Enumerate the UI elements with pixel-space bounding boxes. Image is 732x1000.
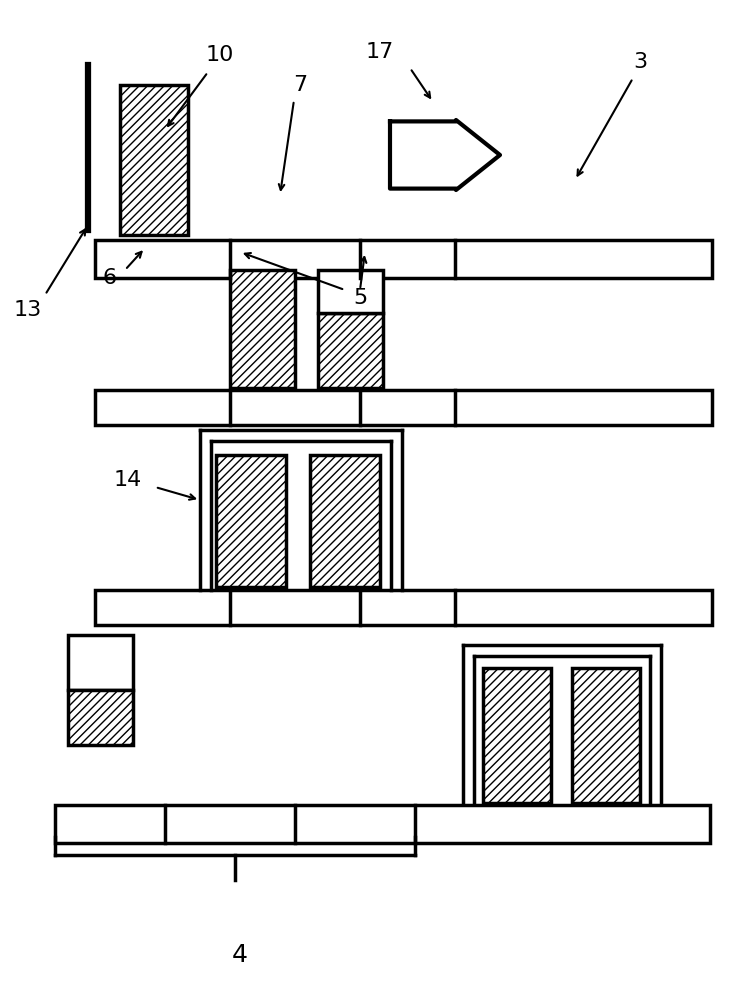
Text: 4: 4 bbox=[232, 943, 248, 967]
Bar bbox=[572, 668, 640, 803]
Text: 6: 6 bbox=[103, 268, 117, 288]
Text: 5: 5 bbox=[353, 288, 367, 308]
Text: 17: 17 bbox=[366, 42, 394, 62]
Bar bbox=[216, 455, 286, 587]
Bar bbox=[310, 455, 380, 587]
Bar bbox=[230, 270, 295, 388]
Bar bbox=[68, 690, 133, 745]
Bar bbox=[95, 390, 712, 425]
Bar bbox=[55, 805, 710, 843]
Bar bbox=[120, 85, 188, 235]
Text: 13: 13 bbox=[14, 300, 42, 320]
Bar bbox=[95, 590, 712, 625]
Bar bbox=[318, 270, 383, 313]
Bar bbox=[95, 240, 712, 278]
Text: 3: 3 bbox=[633, 52, 647, 72]
Bar bbox=[318, 313, 383, 388]
Text: 10: 10 bbox=[206, 45, 234, 65]
Bar bbox=[483, 668, 551, 803]
Bar bbox=[68, 635, 133, 690]
Text: 7: 7 bbox=[293, 75, 307, 95]
Text: 14: 14 bbox=[114, 470, 142, 490]
Polygon shape bbox=[390, 120, 500, 190]
